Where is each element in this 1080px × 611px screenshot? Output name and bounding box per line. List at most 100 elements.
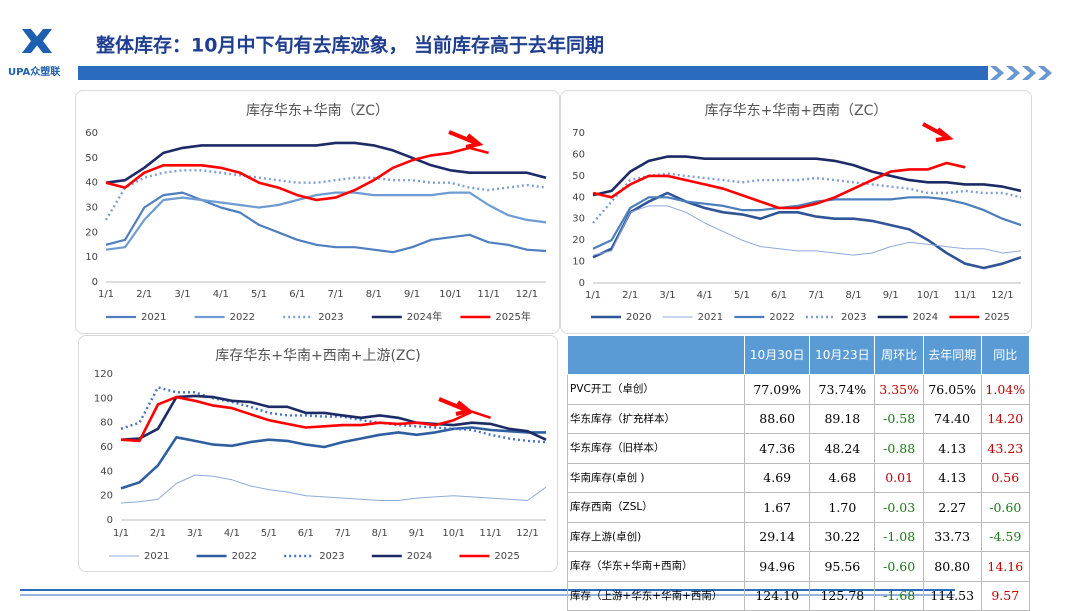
x-tick-label: 10/1 [442,528,464,539]
table-row: 库存上游(卓创) 29.14 30.22 -1.08 33.73 -4.59 [566,521,1031,552]
x-tick-label: 4/1 [224,528,240,539]
x-tick-label: 8/1 [372,528,388,539]
table-cell: 74.40 [922,403,982,434]
x-tick-label: 10/1 [917,290,939,301]
row-label: 华东库存（扩充样本） [566,403,746,434]
table-row: 库存（华东+华南+西南） 94.96 95.56 -0.60 80.80 14.16 [566,551,1031,582]
x-tick-label: 11/1 [479,528,501,539]
y-tick-label: 0 [92,277,98,288]
x-tick-label: 12/1 [991,290,1013,301]
y-tick-label: 10 [85,252,98,263]
table-cell: -0.60 [874,551,924,582]
row-label: 华东库存（旧样本） [566,433,746,464]
y-tick-label: 40 [572,192,585,203]
table-row: 库存西南（ZSL） 1.67 1.70 -0.03 2.27 -0.60 [566,492,1031,523]
table-row: 华南库存(卓创 ) 4.69 4.68 0.01 4.13 0.56 [566,462,1031,493]
y-tick-label: 10 [572,257,585,268]
header-cell: 同比 [980,335,1031,375]
table-cell: 2.27 [922,492,982,523]
table-cell: -1.68 [874,580,924,611]
y-tick-label: 20 [100,491,113,502]
x-tick-label: 5/1 [734,290,750,301]
series-line [105,146,489,202]
header-cell [566,335,746,375]
x-tick-label: 9/1 [409,528,425,539]
legend-label: 2021 [698,312,723,323]
table-cell: 4.13 [922,462,982,493]
table-cell: 1.04% [980,374,1031,405]
table-wrap: 10月30日 10月23日 周环比 去年同期 同比 PVC开工（卓创） 77.09% 73.7… [566,335,1031,611]
table-cell: 9.57 [980,580,1031,611]
y-tick-label: 60 [572,149,585,160]
legend-label: 2025 [494,551,519,562]
x-tick-label: 8/1 [845,290,861,301]
header-row: 10月30日 10月23日 周环比 去年同期 同比 [566,335,1031,375]
chart-2: 库存华东+华南+西南（ZC） 0 10 20 30 40 50 60 70 1/1 2/1 3/1 4/… [560,90,1032,334]
table-cell: 88.60 [744,403,811,434]
y-tick-label: 60 [100,442,113,453]
legend-label: 2022 [769,312,794,323]
x-tick-label: 6/1 [298,528,314,539]
title-bar [78,66,988,80]
x-tick-label: 9/1 [883,290,899,301]
x-tick-label: 7/1 [335,528,351,539]
header-cell: 10月23日 [809,335,876,375]
y-tick-label: 30 [572,214,585,225]
series-line [120,426,546,490]
chart-title: 库存华东+华南+西南+上游(ZC) [215,348,420,364]
series-line [592,205,1022,256]
legend-label: 2020 [626,312,651,323]
chart-1: 库存华东+华南（ZC） 0 10 20 30 40 50 60 1/1 2/1 3/1 4/1 5/1 6… [75,90,560,334]
x-tick-label: 3/1 [187,528,203,539]
series-line [120,395,492,443]
table-cell: 125.78 [809,580,876,611]
x-tick-label: 2/1 [136,289,152,300]
page-title: 整体库存：10月中下旬有去库迹象， 当前库存高于去年同期 [96,34,604,57]
y-tick-label: 100 [94,393,113,404]
legend-label: 2021 [144,551,169,562]
chevrons [990,66,1052,80]
table-cell: 3.35% [874,374,924,405]
chart-title: 库存华东+华南+西南（ZC） [705,103,888,119]
y-tick-label: 60 [85,128,98,139]
legend-label: 2025年 [495,310,530,323]
x-tick-label: 1/1 [98,289,114,300]
row-label: PVC开工（卓创） [566,374,746,405]
x-tick-label: 2/1 [150,528,166,539]
series-line [120,474,547,504]
row-label: 华南库存(卓创 ) [566,462,746,493]
series-line [105,191,547,254]
x-tick-label: 6/1 [771,290,787,301]
y-tick-label: 30 [85,203,98,214]
x-tick-label: 10/1 [439,289,461,300]
table-cell: 14.20 [980,403,1031,434]
y-tick-label: 80 [100,418,113,429]
chart-title: 库存华东+华南（ZC） [246,103,389,119]
y-tick-label: 40 [100,466,113,477]
legend-label: 2023 [319,551,344,562]
table-row: 华东库存（扩充样本） 88.60 89.18 -0.58 74.40 14.20 [566,403,1031,434]
table-cell: -0.60 [980,492,1031,523]
x-tick-label: 12/1 [516,528,538,539]
y-tick-label: 20 [572,235,585,246]
table-cell: 4.69 [744,462,811,493]
table-cell: 94.96 [744,551,811,582]
table-cell: 43.23 [980,433,1031,464]
x-tick-label: 8/1 [366,289,382,300]
table-cell: 4.68 [809,462,876,493]
x-tick-label: 3/1 [174,289,190,300]
y-tick-label: 40 [85,178,98,189]
table-cell: -0.88 [874,433,924,464]
table-cell: 14.16 [980,551,1031,582]
table-cell: 0.56 [980,462,1031,493]
y-tick-label: 70 [572,128,585,139]
y-tick-label: 120 [94,369,113,380]
table-cell: 124.10 [744,580,811,611]
x-tick-label: 6/1 [289,289,305,300]
table-cell: 73.74% [809,374,876,405]
legend-label: 2024 [913,312,938,323]
y-tick-label: 0 [107,515,113,526]
table-cell: -0.03 [874,492,924,523]
row-label: 库存西南（ZSL） [566,492,746,523]
legend-label: 2025 [984,312,1009,323]
